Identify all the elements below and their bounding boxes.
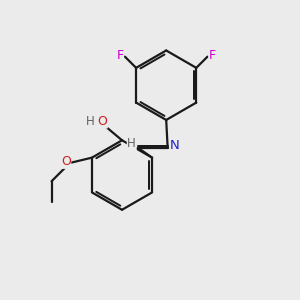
Text: F: F bbox=[209, 49, 216, 62]
Text: N: N bbox=[170, 139, 180, 152]
Text: H: H bbox=[128, 137, 136, 150]
Text: O: O bbox=[98, 115, 107, 128]
Text: H: H bbox=[85, 115, 94, 128]
Text: F: F bbox=[116, 49, 124, 62]
Text: O: O bbox=[61, 155, 71, 168]
